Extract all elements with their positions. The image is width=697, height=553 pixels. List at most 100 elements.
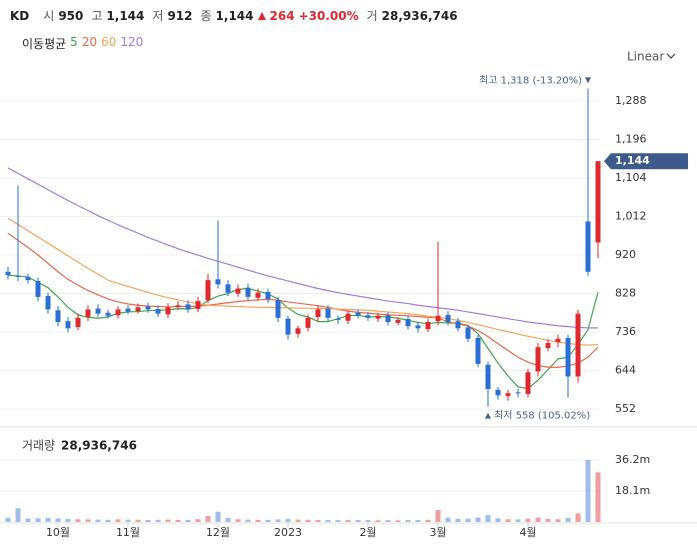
candle-body — [415, 325, 421, 329]
volume-bar — [345, 520, 351, 522]
volume-bar — [115, 519, 121, 522]
x-tick-label: 2월 — [359, 526, 376, 539]
volume-bar — [155, 519, 161, 522]
open-value: 950 — [58, 8, 84, 23]
change-pct: +30.00% — [298, 8, 359, 23]
symbol: KD — [10, 8, 30, 23]
volume-bar — [15, 508, 21, 522]
min-marker — [485, 412, 491, 419]
volume-bar — [175, 519, 181, 522]
volume-bar — [485, 515, 491, 522]
volume-bar — [565, 517, 571, 522]
volume-bar — [515, 519, 521, 522]
candle-body — [165, 307, 171, 315]
min-annotation: 최저 558 (105.02%) — [494, 410, 590, 422]
candle-body — [425, 322, 431, 330]
volume-bar — [475, 517, 481, 522]
candle-body — [355, 312, 361, 316]
max-annotation: 최고 1,318 (-13.20%) — [479, 74, 582, 86]
scale-mode[interactable]: Linear — [627, 50, 664, 64]
candle-body — [335, 318, 341, 320]
volume-title: 거래량 — [22, 439, 55, 453]
x-tick-label: 10월 — [46, 526, 70, 539]
volume-bar — [215, 511, 221, 522]
volume-bar — [585, 459, 591, 522]
volume-bar — [595, 472, 601, 522]
candle-body — [365, 315, 371, 318]
candle-body — [75, 317, 81, 328]
candle-body — [95, 308, 101, 314]
candle-body — [195, 301, 201, 310]
high-value: 1,144 — [106, 8, 145, 23]
candle-body — [155, 309, 161, 314]
volume-bar — [385, 520, 391, 522]
candle-body — [25, 276, 31, 281]
candle-body — [145, 306, 151, 310]
y-tick-label: 644 — [615, 364, 636, 377]
y-tick-label: 1,196 — [615, 132, 647, 145]
volume-bar — [205, 516, 211, 522]
candle-body — [565, 337, 571, 377]
candle-body — [245, 287, 251, 297]
candle-body — [315, 309, 321, 317]
volume-bar — [135, 519, 141, 522]
candle-body — [225, 284, 231, 293]
volume-bar — [335, 520, 341, 522]
candle-body — [85, 309, 91, 317]
candle-body — [545, 342, 551, 348]
volume-bar — [415, 519, 421, 522]
candle-body — [295, 328, 301, 334]
volume-bar — [5, 517, 11, 522]
volume-bar — [35, 518, 41, 522]
low-value: 912 — [167, 8, 193, 23]
ma-line — [7, 232, 599, 368]
volume-bar — [225, 517, 231, 522]
volume-bar — [575, 513, 581, 522]
volume-bar — [275, 519, 281, 522]
volume-value: 28,936,746 — [61, 439, 137, 453]
legend-entry: 20 — [81, 35, 98, 49]
candle-body — [525, 372, 531, 395]
volume-panel — [0, 427, 600, 523]
volume-bar — [465, 518, 471, 522]
candle-body — [475, 337, 481, 364]
volume-bar — [25, 518, 31, 522]
volume-bar — [145, 519, 151, 522]
y-tick-label: 1,288 — [615, 94, 647, 107]
candle-body — [345, 313, 351, 321]
volume-bar — [545, 518, 551, 522]
volume-bar — [455, 518, 461, 522]
x-tick-label: 11월 — [116, 526, 140, 539]
volume-bar — [425, 519, 431, 522]
candle-body — [175, 305, 181, 307]
candle-body — [235, 288, 241, 294]
volume-bar — [535, 517, 541, 522]
ma-label: 이동평균 — [22, 37, 67, 51]
volume-bar — [365, 520, 371, 522]
x-tick-label: 3월 — [429, 526, 446, 539]
ma-line — [7, 217, 599, 346]
up-triangle — [257, 11, 266, 20]
candle-body — [325, 308, 331, 318]
volume-bar — [315, 519, 321, 522]
high-label: 고 — [91, 9, 103, 23]
volume-bar — [395, 520, 401, 522]
candle-body — [255, 292, 261, 298]
ma-line — [7, 274, 599, 390]
candle-body — [465, 327, 471, 339]
low-label: 저 — [152, 9, 164, 23]
scale-chevron[interactable] — [666, 53, 676, 59]
volume-bar — [245, 519, 251, 522]
y-tick-label: 552 — [615, 402, 636, 415]
candle-body — [515, 392, 521, 394]
y-tick-label: 828 — [615, 287, 636, 300]
candle-body — [15, 275, 21, 277]
candle-body — [55, 310, 61, 323]
volume-bar — [445, 517, 451, 522]
volume-bar — [305, 519, 311, 522]
candle-body — [435, 315, 441, 322]
candle-body — [395, 319, 401, 323]
volume-tick-label: 36.2m — [615, 453, 650, 466]
volume-bar — [235, 519, 241, 522]
